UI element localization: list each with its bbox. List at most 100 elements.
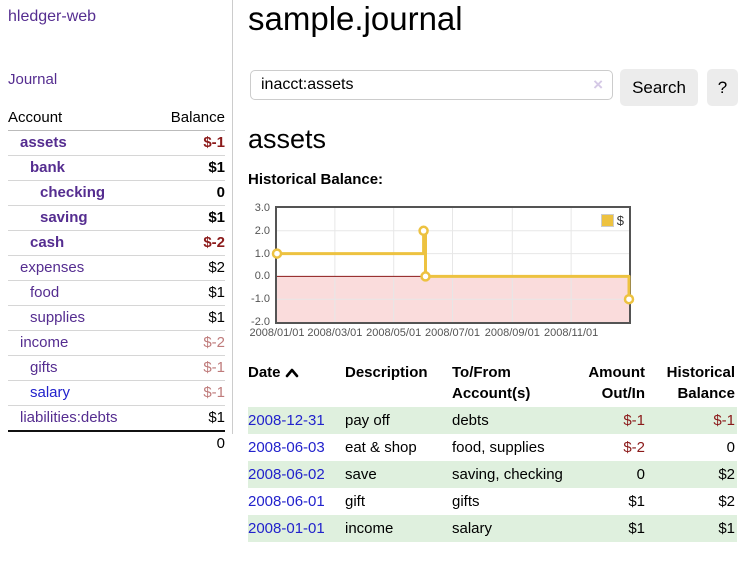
balance-chart-plot-area: $ bbox=[271, 206, 635, 324]
account-rows: assets $-1 bank $1 checking 0 saving $1 cash $-2 e… bbox=[8, 131, 225, 430]
description-column-header: Description bbox=[345, 364, 428, 381]
account-row: salary $-1 bbox=[8, 381, 225, 406]
account-balance: $1 bbox=[208, 409, 225, 426]
brand-link[interactable]: hledger-web bbox=[8, 8, 97, 25]
account-row: bank $1 bbox=[8, 156, 225, 181]
account-link[interactable]: gifts bbox=[30, 359, 58, 376]
transactions-table: Date Description To/From Account(s) Amou… bbox=[248, 360, 737, 542]
y-axis-tick-label: 3.0 bbox=[254, 202, 270, 214]
accounts-total-value: 0 bbox=[216, 435, 225, 452]
account-balance: $1 bbox=[208, 309, 225, 326]
x-axis-tick-label: 2008/03/01 bbox=[307, 327, 363, 339]
account-balance: $-1 bbox=[203, 134, 225, 151]
account-row: checking 0 bbox=[8, 181, 225, 206]
chart-x-axis: 2008/01/01 2008/03/01 2008/05/01 2008/07/01… bbox=[249, 327, 629, 341]
x-axis-tick-label: 2008/11/01 bbox=[544, 327, 599, 339]
account-balance: $2 bbox=[208, 259, 225, 276]
transaction-date-link[interactable]: 2008-06-02 bbox=[248, 466, 325, 483]
transaction-date-link[interactable]: 2008-06-03 bbox=[248, 439, 325, 456]
account-row: saving $1 bbox=[8, 206, 225, 231]
x-axis-tick-label: 2008/09/01 bbox=[484, 327, 540, 339]
tofrom-column-header: To/From Account(s) bbox=[452, 364, 531, 402]
sort-ascending-icon bbox=[285, 363, 299, 384]
transaction-balance: $2 bbox=[718, 466, 735, 483]
account-link[interactable]: checking bbox=[40, 184, 106, 201]
legend-label: $ bbox=[616, 213, 624, 228]
transaction-date-link[interactable]: 2008-06-01 bbox=[248, 493, 325, 510]
account-link[interactable]: supplies bbox=[30, 309, 86, 326]
search-form: × bbox=[250, 70, 613, 100]
account-balance: $-2 bbox=[203, 334, 225, 351]
account-row: expenses $2 bbox=[8, 256, 225, 281]
transaction-accounts: food, supplies bbox=[452, 439, 545, 456]
account-balance: $1 bbox=[208, 209, 225, 226]
clear-search-icon[interactable]: × bbox=[593, 75, 603, 94]
account-link[interactable]: bank bbox=[30, 159, 66, 176]
transactions-body: 2008-12-31 pay off debts $-1 $-1 2008-06-03 ea… bbox=[248, 407, 737, 542]
legend-swatch-icon bbox=[600, 214, 614, 227]
transaction-row: 2008-06-03 eat & shop food, supplies $-2 0 bbox=[248, 434, 737, 461]
sidebar-divider bbox=[232, 0, 233, 434]
account-row: income $-2 bbox=[8, 331, 225, 356]
chart-canvas bbox=[271, 208, 635, 322]
transaction-balance: 0 bbox=[726, 439, 735, 456]
account-link[interactable]: food bbox=[30, 284, 60, 301]
account-link[interactable]: expenses bbox=[20, 259, 85, 276]
help-button[interactable]: ? bbox=[707, 69, 738, 106]
account-row: cash $-2 bbox=[8, 231, 225, 256]
account-row: liabilities:debts $1 bbox=[8, 406, 225, 430]
account-link[interactable]: assets bbox=[20, 134, 67, 151]
transaction-date-link[interactable]: 2008-01-01 bbox=[248, 520, 325, 537]
sidebar-item-journal[interactable]: Journal bbox=[8, 71, 58, 88]
transaction-row: 2008-06-02 save saving, checking 0 $2 bbox=[248, 461, 737, 488]
account-link[interactable]: saving bbox=[40, 209, 88, 226]
account-balance: $1 bbox=[208, 159, 225, 176]
account-balance: $-2 bbox=[203, 234, 225, 251]
date-column-header[interactable]: Date bbox=[248, 360, 345, 407]
account-balance: $-1 bbox=[203, 359, 225, 376]
transaction-accounts: gifts bbox=[452, 493, 480, 510]
transaction-accounts: saving, checking bbox=[452, 466, 563, 483]
account-column-header: Account bbox=[8, 109, 63, 126]
account-row: gifts $-1 bbox=[8, 356, 225, 381]
search-button[interactable]: Search bbox=[620, 69, 698, 106]
accounts-table-header: Account Balance bbox=[8, 106, 225, 131]
transaction-accounts: debts bbox=[452, 412, 489, 429]
x-axis-tick-label: 2008/05/01 bbox=[366, 327, 422, 339]
transaction-row: 2008-06-01 gift gifts $1 $2 bbox=[248, 488, 737, 515]
y-axis-tick-label: -1.0 bbox=[251, 293, 270, 306]
transaction-description: eat & shop bbox=[345, 439, 417, 456]
accounts-total-row: 0 bbox=[8, 430, 225, 456]
transaction-accounts: salary bbox=[452, 520, 493, 537]
amount-column-header: Amount Out/In bbox=[588, 364, 645, 402]
account-link[interactable]: income bbox=[20, 334, 69, 351]
x-axis-tick-label: 2008/07/01 bbox=[424, 327, 481, 339]
transactions-table-header: Date Description To/From Account(s) Amou… bbox=[248, 360, 737, 407]
transaction-amount: $1 bbox=[628, 493, 645, 510]
chart-legend: $ bbox=[598, 212, 626, 229]
account-row: assets $-1 bbox=[8, 131, 225, 156]
account-row: food $1 bbox=[8, 281, 225, 306]
account-link[interactable]: salary bbox=[30, 384, 71, 401]
transaction-balance: $-1 bbox=[713, 412, 735, 429]
y-axis-tick-label: 1.0 bbox=[254, 247, 270, 260]
search-input[interactable] bbox=[250, 70, 613, 100]
transaction-description: gift bbox=[345, 493, 366, 510]
account-balance: 0 bbox=[216, 184, 225, 201]
balance-column-header: Balance bbox=[170, 109, 225, 126]
transaction-date-link[interactable]: 2008-12-31 bbox=[248, 412, 325, 429]
account-link[interactable]: cash bbox=[30, 234, 65, 251]
accounts-table: Account Balance assets $-1 bank $1 checking 0… bbox=[8, 106, 225, 456]
y-axis-tick-label: 0.0 bbox=[254, 270, 270, 283]
account-link[interactable]: liabilities:debts bbox=[20, 409, 118, 426]
account-balance: $-1 bbox=[203, 384, 225, 401]
account-row: supplies $1 bbox=[8, 306, 225, 331]
transaction-balance: $1 bbox=[718, 520, 735, 537]
transaction-balance: $2 bbox=[718, 493, 735, 510]
y-axis-tick-label: 2.0 bbox=[254, 224, 270, 237]
transaction-row: 2008-12-31 pay off debts $-1 $-1 bbox=[248, 407, 737, 434]
page-title: sample.journal bbox=[248, 0, 463, 37]
historical-balance-column-header: Historical Balance bbox=[666, 364, 735, 402]
y-axis-tick-label: -2.0 bbox=[251, 316, 270, 328]
